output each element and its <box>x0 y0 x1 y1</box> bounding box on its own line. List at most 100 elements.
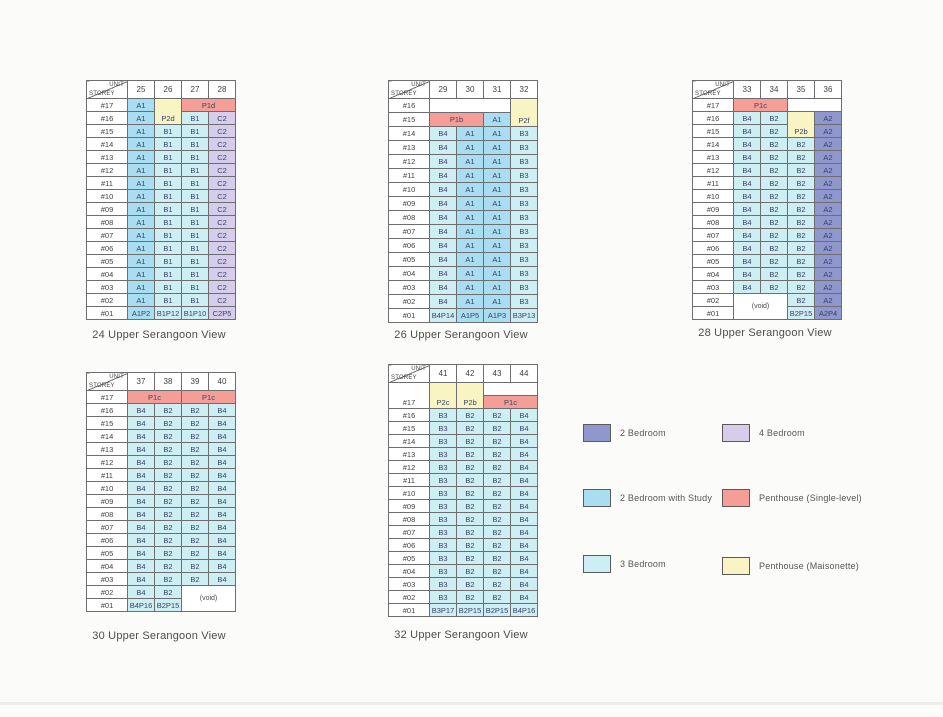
storey-row: #01 B4P16 B2P15 <box>86 598 236 612</box>
storey-label: #13 <box>692 150 734 164</box>
unit-cell: B2 <box>456 421 484 435</box>
legend-item-penthouse-maisonette: Penthouse (Maisonette) <box>722 557 859 575</box>
unit-cell: B4 <box>733 228 761 242</box>
storey-row: #16 B3 B2 B2 B4 <box>388 408 538 422</box>
unit-cell: B2 <box>787 189 815 203</box>
legend-swatch-penthouse-maisonette <box>722 557 750 575</box>
storey-row: #13 B3 B2 B2 B4 <box>388 447 538 461</box>
corner-storey-label: STOREY <box>89 383 115 389</box>
unit-cell: B4 <box>208 494 236 508</box>
unit-cell: B2 <box>483 499 511 513</box>
storey-label: #08 <box>388 210 430 225</box>
unit-cell: B4 <box>208 403 236 417</box>
storey-label: #11 <box>86 468 128 482</box>
unit-cell: B2 <box>154 468 182 482</box>
unit-cell: C2 <box>208 267 236 281</box>
unit-cell: B2 <box>154 546 182 560</box>
unit-cell: B2 <box>181 572 209 586</box>
unit-cell: P1c <box>181 390 236 404</box>
storey-label: #04 <box>692 267 734 281</box>
unit-cell: B2P15 <box>456 603 484 617</box>
storey-row: #08 B4 B2 B2 B4 <box>86 507 236 521</box>
legend-item-4-bedroom: 4 Bedroom <box>722 424 805 442</box>
unit-cell: B2 <box>760 189 788 203</box>
unit-cell: A1 <box>483 126 511 141</box>
unit-cell: A1 <box>456 196 484 211</box>
legend-label: Penthouse (Single-level) <box>759 493 862 503</box>
unit-cell: A1 <box>127 254 155 268</box>
unit-cell: B1 <box>154 241 182 255</box>
storey-label: #11 <box>86 176 128 190</box>
unit-number-header: 35 <box>787 80 815 99</box>
unit-cell: B3 <box>429 421 457 435</box>
unit-cell: B1 <box>181 228 209 242</box>
unit-cell: A1 <box>127 293 155 307</box>
unit-cell: A1 <box>456 224 484 239</box>
unit-cell: B2 <box>760 241 788 255</box>
unit-cell: B1 <box>181 254 209 268</box>
storey-label: #10 <box>388 182 430 197</box>
unit-cell: B1 <box>181 163 209 177</box>
unit-cell: B2 <box>154 520 182 534</box>
storey-label: #02 <box>388 294 430 309</box>
unit-cell: A1 <box>127 137 155 151</box>
storey-label: #16 <box>388 408 430 422</box>
unit-cell: A1 <box>483 182 511 197</box>
unit-cell: B3 <box>510 210 538 225</box>
unit-cell: A2 <box>814 124 842 138</box>
unit-cell: B4 <box>733 163 761 177</box>
unit-cell: A1P5 <box>456 308 484 323</box>
storey-label: #16 <box>86 403 128 417</box>
unit-cell: B4 <box>733 202 761 216</box>
table-28-upper-serangoon-view: UNIT STOREY 33 34 35 36 #17 P1c #16 B4 B2 P2b A2 #15 B… <box>692 80 842 320</box>
unit-cell: B2 <box>456 473 484 487</box>
unit-cell: B4 <box>510 434 538 448</box>
storey-label: #02 <box>86 585 128 599</box>
storey-row: #15 P1b A1 <box>388 112 538 127</box>
storey-row: #02 A1 B1 B1 C2 <box>86 293 236 307</box>
unit-cell: B1 <box>154 280 182 294</box>
unit-cell: B1 <box>181 137 209 151</box>
unit-cell: A2 <box>814 176 842 190</box>
unit-cell: B2 <box>787 150 815 164</box>
unit-cell: B4 <box>208 546 236 560</box>
storey-label: #15 <box>86 416 128 430</box>
unit-cell: B2 <box>154 494 182 508</box>
unit-storey-corner: UNIT STOREY <box>86 372 128 391</box>
unit-number-header: 26 <box>154 80 182 99</box>
unit-cell: B4 <box>429 224 457 239</box>
storey-label: #03 <box>388 280 430 295</box>
unit-cell: P2f <box>510 98 538 127</box>
storey-row: #13 B4 B2 B2 A2 <box>692 150 842 164</box>
storey-label: #01 <box>86 598 128 612</box>
unit-cell: B2 <box>181 403 209 417</box>
storey-row: #11 B4 B2 B2 B4 <box>86 468 236 482</box>
storey-label: #13 <box>388 447 430 461</box>
storey-row: #02 B4 A1 A1 B3 <box>388 294 538 309</box>
unit-cell: B3 <box>429 525 457 539</box>
storey-label: #01 <box>86 306 128 320</box>
storey-label: #16 <box>86 111 128 125</box>
storey-row: #04 B4 A1 A1 B3 <box>388 266 538 281</box>
unit-cell: B4 <box>510 486 538 500</box>
storey-label: #03 <box>86 572 128 586</box>
storey-row: #16 B4 B2 P2b A2 <box>692 111 842 138</box>
unit-cell: B2 <box>483 538 511 552</box>
unit-cell: B3 <box>510 140 538 155</box>
unit-cell: C2 <box>208 150 236 164</box>
unit-cell: A1 <box>483 252 511 267</box>
storey-row: #15 B4 B2 A2 <box>692 124 842 138</box>
unit-cell: B1 <box>154 267 182 281</box>
unit-cell: A2 <box>814 241 842 255</box>
storey-label: #12 <box>388 460 430 474</box>
legend-item-2-bedroom-with-study: 2 Bedroom with Study <box>583 489 712 507</box>
unit-cell: P1d <box>181 98 236 112</box>
storey-row: #08 B3 B2 B2 B4 <box>388 512 538 526</box>
unit-cell: B4 <box>733 189 761 203</box>
storey-label: #02 <box>86 293 128 307</box>
unit-cell: B3 <box>510 252 538 267</box>
scan-artifact-line <box>0 702 943 705</box>
corner-storey-label: STOREY <box>89 91 115 97</box>
unit-cell: A2 <box>814 293 842 307</box>
storey-row: #14 B4 B2 B2 A2 <box>692 137 842 151</box>
